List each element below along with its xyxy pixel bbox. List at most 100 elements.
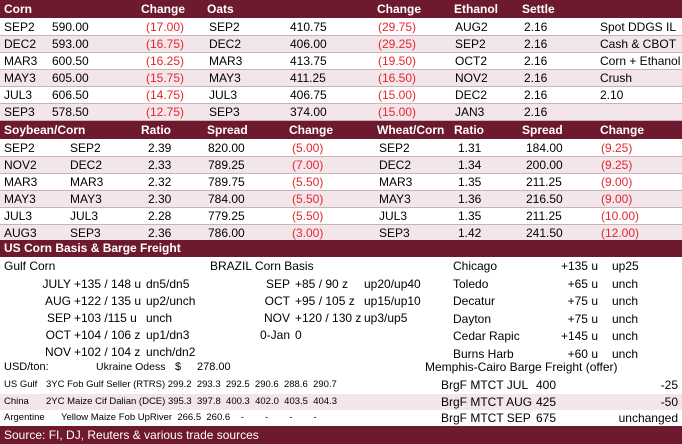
brazil-month: SEP <box>265 277 290 291</box>
barge-value: 400 <box>536 378 557 392</box>
sc-ratio: 2.30 <box>148 192 172 206</box>
export-origin: Argentine <box>4 412 45 423</box>
row-divider <box>0 86 682 87</box>
brazil-trend: up15/up10 <box>364 294 421 308</box>
wheat-month: DEC2 <box>379 158 412 172</box>
wc-change: (9.00) <box>601 192 633 206</box>
sc-spread: 789.75 <box>208 175 245 189</box>
corn-change: (15.75) <box>146 71 185 85</box>
sc-ratio: 2.36 <box>148 226 172 240</box>
oats-month: SEP3 <box>209 105 240 119</box>
odessa-currency: $ <box>175 361 182 373</box>
ethanol-settle: 2.16 <box>524 54 548 68</box>
oats-price: 411.25 <box>290 71 326 85</box>
city-trend: unch <box>612 311 639 326</box>
basis-title: US Corn Basis & Barge Freight <box>4 241 181 255</box>
row-divider <box>0 173 682 174</box>
sc-change: (5.50) <box>292 192 324 206</box>
ethanol-settle: 2.16 <box>524 37 548 51</box>
brazil-month: 0-Jan <box>259 328 290 342</box>
oats-price: 413.75 <box>290 54 327 68</box>
ukraine-odessa-label: Ukraine Odess <box>96 361 166 373</box>
soy-month: JUL3 <box>4 209 33 223</box>
wc-spread: 184.00 <box>526 141 563 155</box>
ethanol-month: OCT2 <box>455 54 488 68</box>
oats-month: DEC2 <box>209 37 242 51</box>
gulf-month: AUG <box>44 294 71 308</box>
row-divider <box>0 156 682 157</box>
oats-price: 410.75 <box>290 20 327 34</box>
oats-change: (19.50) <box>378 54 417 68</box>
city-name: Dayton <box>453 311 492 326</box>
wc-spread: 241.50 <box>526 226 563 240</box>
corn-change: (14.75) <box>146 88 185 102</box>
ddgs-note: Crush <box>600 71 633 85</box>
row-divider <box>0 120 682 121</box>
basis-header: US Corn Basis & Barge Freight <box>0 240 682 257</box>
gulf-trend: unch/dn2 <box>146 345 196 359</box>
corn-price: 593.00 <box>52 37 89 51</box>
sc-spread: 820.00 <box>208 141 245 155</box>
brazil-basis-label: BRAZIL Corn Basis <box>210 259 314 273</box>
oats-price: 406.75 <box>290 88 327 102</box>
source-text: Source: FI, DJ, Reuters & various trade … <box>4 428 259 442</box>
source-bar: Source: FI, DJ, Reuters & various trade … <box>0 426 682 444</box>
barge-label: BrgF MTCT SEP <box>441 411 531 425</box>
corn-month: SEP2 <box>70 141 101 155</box>
wc-ratio: 1.42 <box>458 226 482 240</box>
gulf-trend: dn5/dn5 <box>146 277 190 291</box>
ethanol-settle: 2.16 <box>524 71 548 85</box>
city-name: Decatur <box>453 294 496 308</box>
brazil-month: NOV <box>263 311 290 325</box>
wc-spread-heading: Spread <box>522 123 563 137</box>
sc-ratio: 2.33 <box>148 158 172 172</box>
ethanol-month: AUG2 <box>455 20 488 34</box>
wheat-corn-heading: Wheat/Corn <box>377 123 445 137</box>
row-stripe <box>0 70 682 87</box>
wc-spread: 211.25 <box>526 209 562 223</box>
city-trend: unch <box>612 346 639 361</box>
wc-spread: 211.25 <box>526 175 562 189</box>
ethanol-settle: 2.16 <box>524 20 548 34</box>
wc-ratio: 1.35 <box>458 175 482 189</box>
oats-change: (29.75) <box>378 20 417 34</box>
ethanol-settle: 2.16 <box>524 88 548 102</box>
oats-heading: Oats <box>207 2 234 16</box>
export-quotes: Yellow Maize Fob UpRiver 266.5 260.6 - -… <box>61 412 317 423</box>
sc-change: (5.50) <box>292 209 324 223</box>
wc-spread: 216.50 <box>526 192 563 206</box>
sc-spread: 789.25 <box>208 158 245 172</box>
wc-change: (9.00) <box>601 175 633 189</box>
gulf-basis: +102 / 104 z <box>74 345 141 359</box>
oats-change: (15.00) <box>378 88 417 102</box>
wc-change: (12.00) <box>601 226 640 240</box>
brazil-basis: +85 / 90 z <box>295 277 349 291</box>
oats-price: 374.00 <box>290 105 327 119</box>
ethanol-heading: Ethanol <box>454 2 498 16</box>
sc-change: (3.00) <box>292 226 324 240</box>
corn-price: 605.00 <box>52 71 89 85</box>
barge-label: BrgF MTCT AUG <box>441 394 533 409</box>
ddgs-note: Spot DDGS IL <box>600 20 677 34</box>
sc-spread: 786.00 <box>208 226 245 240</box>
corn-change: (12.75) <box>146 105 185 119</box>
corn-month: SEP3 <box>4 105 35 119</box>
corn-price: 578.50 <box>52 105 89 119</box>
wheat-month: JUL3 <box>379 209 408 223</box>
sc-ratio: 2.32 <box>148 175 172 189</box>
oats-price: 406.00 <box>290 37 327 51</box>
corn-month: MAY3 <box>70 192 102 206</box>
barge-change: -25 <box>660 378 678 392</box>
brazil-basis: +95 / 105 z <box>295 294 355 308</box>
ddgs-note: Corn + Ethanol <box>600 54 681 68</box>
brazil-trend: up3/up5 <box>364 311 408 325</box>
corn-change-heading: Change <box>141 2 186 16</box>
row-divider <box>0 52 682 53</box>
barge-label: BrgF MTCT JUL <box>441 378 529 392</box>
wheat-month: MAR3 <box>379 175 413 189</box>
corn-month: SEP2 <box>4 20 35 34</box>
export-origin: US Gulf <box>4 379 38 390</box>
gulf-basis: +104 / 106 z <box>74 328 141 342</box>
corn-heading: Corn <box>4 2 32 16</box>
export-quotes: 2YC Maize Cif Dalian (DCE) 395.3 397.8 4… <box>46 395 337 407</box>
